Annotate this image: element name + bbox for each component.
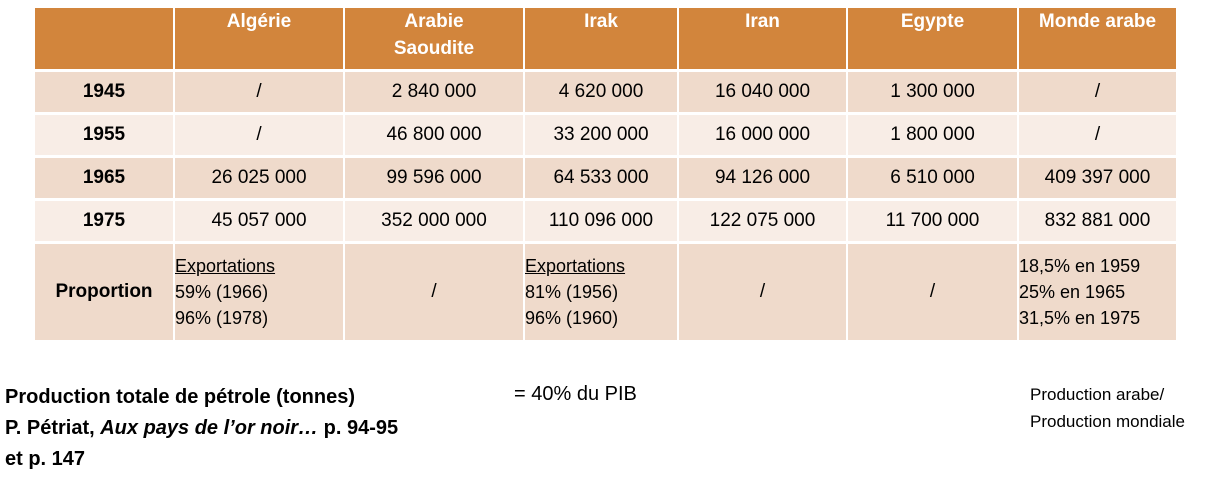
proportion-cell-monde-arabe: 18,5% en 1959 25% en 1965 31,5% en 1975 <box>1019 244 1176 340</box>
oil-production-table: Algérie Arabie Saoudite Irak Iran Egypte… <box>33 5 1178 343</box>
table-row-1965: 1965 26 025 000 99 596 000 64 533 000 94… <box>35 158 1176 198</box>
source-author: P. Pétriat, <box>5 417 101 439</box>
value-cell: 46 800 000 <box>345 115 523 155</box>
value-cell: 26 025 000 <box>175 158 343 198</box>
value-cell: 2 840 000 <box>345 72 523 112</box>
header-row: Algérie Arabie Saoudite Irak Iran Egypte… <box>35 8 1176 69</box>
value-cell: 110 096 000 <box>525 201 677 241</box>
column-header-arabie-saoudite: Arabie Saoudite <box>345 8 523 69</box>
value-cell: 1 300 000 <box>848 72 1017 112</box>
exportations-heading: Exportations <box>525 256 626 276</box>
value-cell: 16 040 000 <box>679 72 846 112</box>
proportion-label: Proportion <box>35 244 173 340</box>
source-book-title: Aux pays de l’or noir… <box>100 417 319 439</box>
source-note-line1: Production totale de pétrole (tonnes) <box>5 386 356 408</box>
table-row-proportion: Proportion Exportations 59% (1966) 96% (… <box>35 244 1176 340</box>
year-label: 1975 <box>35 201 173 241</box>
pib-annotation: = 40% du PIB <box>514 383 637 405</box>
value-cell: / <box>175 115 343 155</box>
source-pages: p. 94-95 <box>318 417 399 439</box>
proportion-definition-note: Production arabe/ Production mondiale <box>1030 385 1185 431</box>
proportion-cell-egypte: / <box>848 244 1017 340</box>
year-label: 1965 <box>35 158 173 198</box>
proportion-cell-algerie: Exportations 59% (1966) 96% (1978) <box>175 244 343 340</box>
value-cell: 1 800 000 <box>848 115 1017 155</box>
proportion-cell-irak: Exportations 81% (1956) 96% (1960) <box>525 244 677 340</box>
value-cell: 99 596 000 <box>345 158 523 198</box>
source-note-line3: et p. 147 <box>5 448 86 470</box>
exportations-values: 59% (1966) 96% (1978) <box>175 282 269 328</box>
column-header-monde-arabe: Monde arabe <box>1019 8 1176 69</box>
exportations-heading: Exportations <box>175 256 276 276</box>
value-cell: 409 397 000 <box>1019 158 1176 198</box>
proportion-cell-arabie-saoudite: / <box>345 244 523 340</box>
value-cell: 45 057 000 <box>175 201 343 241</box>
column-header-algerie: Algérie <box>175 8 343 69</box>
year-label: 1945 <box>35 72 173 112</box>
year-label: 1955 <box>35 115 173 155</box>
value-cell: 6 510 000 <box>848 158 1017 198</box>
value-cell: 64 533 000 <box>525 158 677 198</box>
value-cell: / <box>175 72 343 112</box>
value-cell: 352 000 000 <box>345 201 523 241</box>
value-cell: 832 881 000 <box>1019 201 1176 241</box>
source-note-line2: P. Pétriat, Aux pays de l’or noir… p. 94… <box>5 413 398 444</box>
value-cell: / <box>1019 115 1176 155</box>
value-cell: 11 700 000 <box>848 201 1017 241</box>
value-cell: 16 000 000 <box>679 115 846 155</box>
exportations-values: 81% (1956) 96% (1960) <box>525 282 619 328</box>
value-cell: 33 200 000 <box>525 115 677 155</box>
table-row-1975: 1975 45 057 000 352 000 000 110 096 000 … <box>35 201 1176 241</box>
value-cell: / <box>1019 72 1176 112</box>
value-cell: 122 075 000 <box>679 201 846 241</box>
proportion-cell-iran: / <box>679 244 846 340</box>
column-header-irak: Irak <box>525 8 677 69</box>
column-header-empty <box>35 8 173 69</box>
value-cell: 4 620 000 <box>525 72 677 112</box>
column-header-iran: Iran <box>679 8 846 69</box>
source-note: Production totale de pétrole (tonnes) P.… <box>5 382 398 475</box>
column-header-egypte: Egypte <box>848 8 1017 69</box>
table-row-1945: 1945 / 2 840 000 4 620 000 16 040 000 1 … <box>35 72 1176 112</box>
table-row-1955: 1955 / 46 800 000 33 200 000 16 000 000 … <box>35 115 1176 155</box>
value-cell: 94 126 000 <box>679 158 846 198</box>
